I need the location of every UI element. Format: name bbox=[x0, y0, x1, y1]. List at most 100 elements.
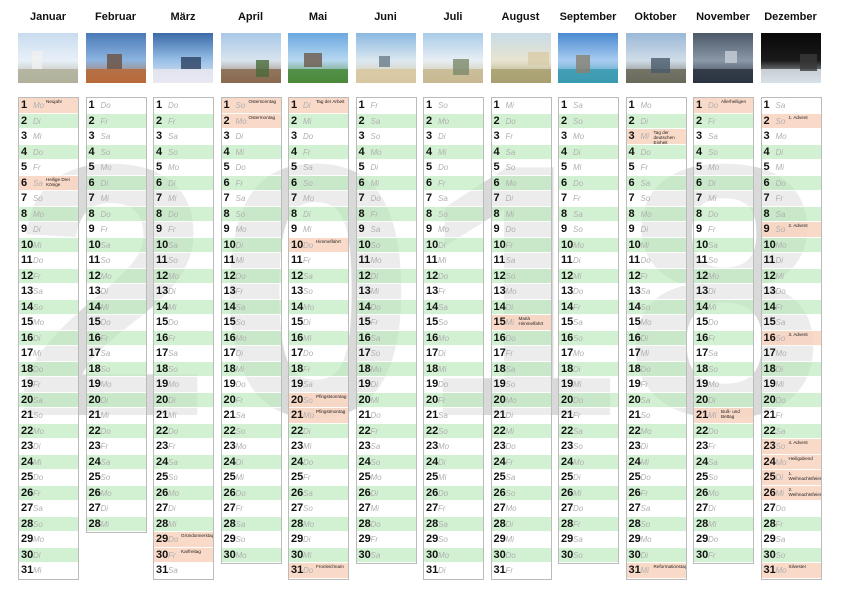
day-grid: 1 Mi 2 Do 3 Fr 4 Sa 5 So 6 Mo 7 Di 8 Mi 9 Do 10 Fr 11 Sa 12 So 1… bbox=[490, 97, 552, 580]
day-row: 22 Sa bbox=[761, 423, 821, 439]
day-row: 7 Mi bbox=[154, 191, 213, 207]
day-row: 14 Fr bbox=[559, 299, 618, 315]
weekday-label: Fr bbox=[438, 287, 446, 296]
weekday-label: Mo bbox=[640, 318, 652, 327]
day-row: 4 Di bbox=[761, 144, 821, 160]
day-number: 6 bbox=[696, 176, 703, 189]
day-number: 4 bbox=[156, 145, 163, 158]
day-number: 15 bbox=[223, 316, 236, 328]
day-number: 16 bbox=[88, 331, 101, 344]
weekday-label: Mi bbox=[708, 302, 717, 312]
day-number: 14 bbox=[156, 300, 169, 313]
weekday-label: Fr bbox=[573, 302, 581, 312]
day-number: 29 bbox=[561, 533, 574, 545]
day-number: 28 bbox=[696, 517, 709, 530]
day-number: 23 bbox=[223, 440, 236, 452]
weekday-label: Mo bbox=[438, 442, 450, 451]
weekday-label: Do bbox=[235, 488, 246, 498]
day-number: 9 bbox=[426, 223, 433, 235]
day-number: 5 bbox=[426, 161, 433, 173]
day-number: 14 bbox=[358, 300, 371, 313]
day-number: 31 bbox=[493, 564, 506, 576]
weekday-label: Fr bbox=[235, 395, 244, 405]
day-row: 8 Mi bbox=[491, 206, 551, 222]
day-row: 8 Do bbox=[154, 206, 213, 222]
day-number: 31 bbox=[763, 564, 776, 576]
day-number: 15 bbox=[156, 316, 169, 328]
weekday-label: Di bbox=[100, 287, 109, 296]
day-row: 23 Fr bbox=[694, 439, 753, 455]
day-row: 26 Fr bbox=[19, 485, 78, 501]
day-row: 11 Di bbox=[761, 253, 821, 269]
day-number: 6 bbox=[561, 176, 568, 189]
day-number: 14 bbox=[426, 300, 439, 313]
day-number: 22 bbox=[426, 424, 439, 437]
day-row: 11 So bbox=[154, 253, 213, 269]
weekday-label: Mo bbox=[303, 411, 315, 420]
day-number: 4 bbox=[21, 145, 28, 158]
weekday-label: Do bbox=[370, 411, 381, 420]
weekday-label: Fr bbox=[640, 163, 649, 172]
weekday-label: Fr bbox=[33, 271, 41, 281]
day-number: 8 bbox=[763, 207, 770, 220]
weekday-label: Sa bbox=[100, 132, 111, 141]
day-row: 29 Di bbox=[289, 532, 348, 548]
weekday-label: Do bbox=[505, 225, 516, 234]
holiday-row: 2 So 1. Advent bbox=[761, 113, 821, 129]
weekday-label: Do bbox=[438, 271, 449, 281]
day-number: 19 bbox=[358, 378, 371, 390]
day-row: 12 Di bbox=[356, 268, 416, 284]
day-row: 5 Di bbox=[356, 160, 416, 176]
weekday-label: Fr bbox=[505, 132, 514, 141]
weekday-label: Di bbox=[708, 178, 716, 188]
weekday-label: So bbox=[168, 364, 178, 374]
weekday-label: Di bbox=[708, 287, 716, 296]
month-name: Februar bbox=[95, 11, 136, 23]
day-number: 24 bbox=[696, 455, 709, 468]
day-number: 9 bbox=[358, 223, 365, 235]
weekday-label: So bbox=[100, 147, 111, 157]
day-row: 20 Di bbox=[86, 392, 146, 408]
day-number: 16 bbox=[426, 331, 439, 344]
day-row: 22 Fr bbox=[356, 423, 416, 439]
day-row: 20 Mi bbox=[356, 392, 416, 408]
weekday-label: So bbox=[438, 535, 448, 544]
day-number: 5 bbox=[156, 161, 163, 173]
day-number: 15 bbox=[561, 316, 574, 328]
day-grid: 1 So 2 Mo 3 Di 4 Mi 5 Do 6 Fr 7 Sa 8 So 9 Mo 10 Di 11 Mi 12 Do 1… bbox=[423, 97, 484, 580]
weekday-label: Sa bbox=[33, 504, 43, 513]
day-row: 2 Mi bbox=[289, 113, 348, 129]
day-row: 9 So bbox=[559, 222, 618, 238]
day-row: 17 Sa bbox=[154, 346, 213, 362]
day-number: 7 bbox=[21, 192, 28, 204]
weekday-label: Mo bbox=[775, 132, 787, 141]
weekday-label: So bbox=[235, 535, 246, 544]
day-row: 10 Sa bbox=[154, 237, 213, 253]
day-number: 26 bbox=[21, 486, 34, 499]
weekday-label: So bbox=[370, 240, 381, 250]
day-row: 27 Sa bbox=[626, 501, 686, 517]
weekday-label: Mo bbox=[235, 116, 247, 126]
weekday-label: Di bbox=[370, 380, 379, 389]
day-row: 7 So bbox=[19, 191, 78, 207]
weekday-label: Do bbox=[33, 364, 44, 374]
weekday-label: Do bbox=[438, 380, 449, 389]
day-row: 6 Sa bbox=[626, 175, 686, 191]
weekday-label: Di bbox=[100, 395, 109, 405]
day-row: 10 Mi bbox=[19, 237, 78, 253]
day-number: 20 bbox=[223, 393, 236, 406]
weekday-label: Do bbox=[775, 504, 786, 513]
day-number: 3 bbox=[628, 130, 635, 142]
day-number: 22 bbox=[21, 424, 34, 437]
day-row: 14 Mo bbox=[289, 299, 348, 315]
day-row: 17 So bbox=[356, 346, 416, 362]
day-number: 5 bbox=[21, 161, 28, 173]
day-row: 3 Mo bbox=[761, 129, 821, 145]
day-number: 25 bbox=[561, 471, 574, 483]
day-row: 12 Mo bbox=[694, 268, 753, 284]
day-row: 19 Mi bbox=[761, 377, 821, 393]
weekday-label: Do bbox=[100, 101, 111, 110]
holiday-row: 30 Fr Karfreitag bbox=[154, 547, 213, 563]
day-row: 1 Mi bbox=[491, 98, 551, 114]
day-row: 9 Do bbox=[491, 222, 551, 238]
